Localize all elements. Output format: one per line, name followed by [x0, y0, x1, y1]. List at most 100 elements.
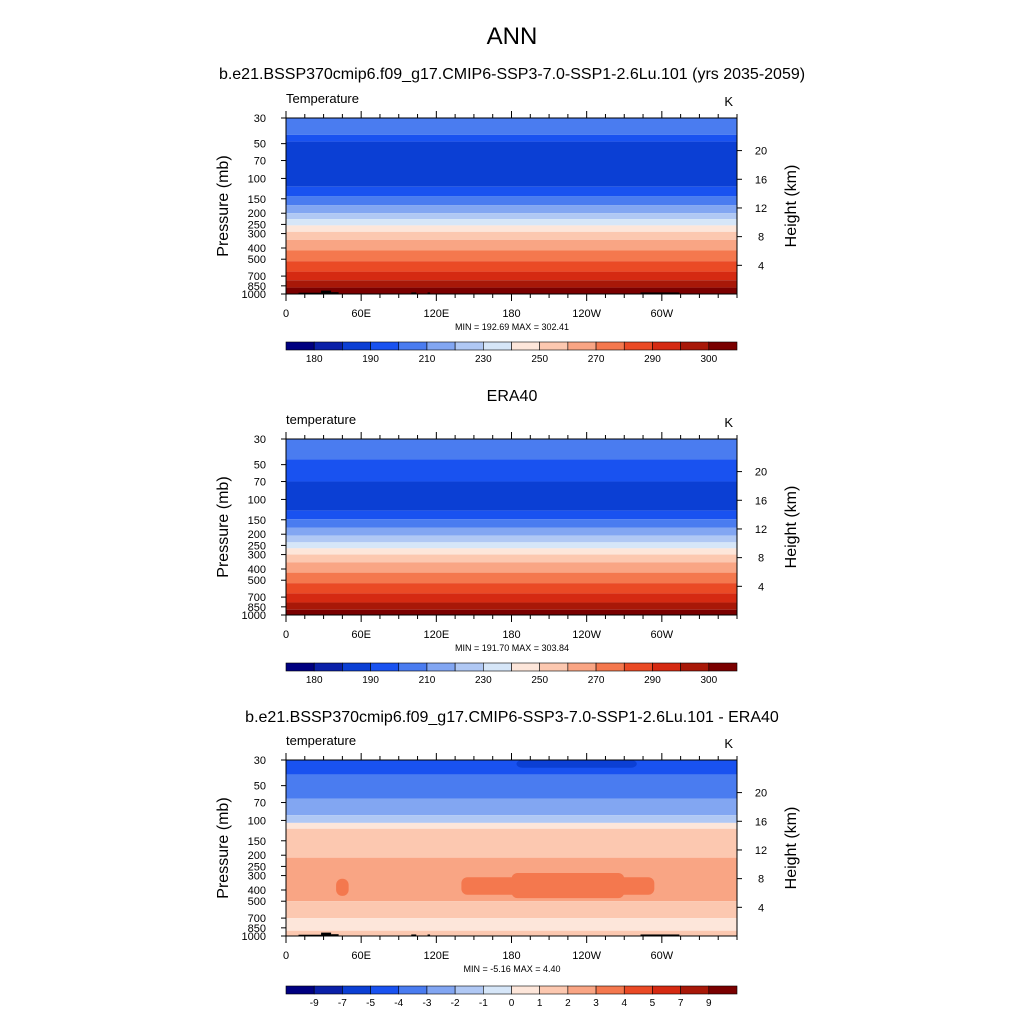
colorbar-swatch [680, 662, 710, 672]
y-right-tick-label: 8 [758, 874, 764, 886]
colorbar-label: 270 [588, 354, 605, 365]
colorbar-label: -4 [394, 998, 403, 1009]
x-tick-label: 60W [651, 629, 674, 641]
contour-band [286, 583, 737, 594]
contour-band [286, 439, 737, 460]
x-tick-label: 120W [572, 950, 601, 962]
colorbar-label: 0 [509, 998, 515, 1009]
colorbar-swatch [342, 985, 371, 995]
colorbar-swatch [370, 341, 400, 351]
y-tick-label: 100 [248, 815, 266, 827]
colorbar-label: -9 [310, 998, 319, 1009]
colorbar-label: 230 [475, 354, 492, 365]
y-tick-label: 850 [248, 602, 266, 614]
colorbar-label: 300 [700, 354, 717, 365]
colorbar-label: 9 [706, 998, 712, 1009]
terrain-mask [331, 292, 339, 294]
colorbar-swatch [511, 662, 540, 672]
contour-band [286, 562, 737, 573]
contour-band [286, 527, 737, 536]
colorbar-swatch [285, 985, 315, 995]
y-axis-title: Pressure (mb) [215, 797, 232, 898]
contour-fills [286, 439, 737, 615]
colorbar-swatch [398, 662, 428, 672]
y-axis-title: Pressure (mb) [215, 476, 232, 577]
colorbar-swatch [595, 985, 625, 995]
colorbar-label: -7 [338, 998, 347, 1009]
colorbar-label: -5 [366, 998, 375, 1009]
colorbar: 180 190 210 230 250 270 290 300 [285, 662, 738, 686]
contour-blob [336, 878, 349, 896]
y-tick-label: 700 [248, 592, 266, 604]
colorbar-swatch [313, 341, 343, 351]
y-tick-label: 1000 [242, 289, 266, 301]
colorbar-swatch [708, 341, 738, 351]
colorbar-swatch [285, 341, 315, 351]
colorbar-swatch [483, 985, 512, 995]
contour-band [286, 481, 737, 511]
colorbar-label: 1 [537, 998, 543, 1009]
y-tick-label: 200 [248, 529, 266, 541]
colorbar-label: 250 [531, 354, 548, 365]
terrain-mask [411, 934, 417, 936]
colorbar-label: 210 [419, 675, 436, 686]
colorbar-swatch [426, 662, 456, 672]
colorbar-swatch [370, 662, 400, 672]
y-right-tick-label: 20 [755, 146, 767, 158]
y-tick-label: 1000 [242, 931, 266, 943]
contour-band [286, 134, 737, 142]
stats-label: MIN = -5.16 MAX = 4.40 [463, 964, 560, 974]
contour-band [286, 609, 737, 615]
terrain-mask [331, 934, 339, 936]
colorbar-label: 180 [306, 675, 323, 686]
contour-band [286, 828, 737, 858]
colorbar-swatch [595, 341, 625, 351]
y-tick-label: 50 [254, 781, 266, 793]
y-right-axis-title: Height (km) [783, 486, 800, 569]
contour-band [286, 250, 737, 262]
colorbar-swatch [370, 985, 400, 995]
y-right-tick-label: 16 [755, 495, 767, 507]
x-tick-label: 180 [502, 950, 520, 962]
colorbar-swatch [511, 341, 540, 351]
colorbar-swatch [511, 985, 540, 995]
colorbar: 180 190 210 230 250 270 290 300 [285, 341, 738, 365]
stats-label: MIN = 192.69 MAX = 302.41 [455, 322, 569, 332]
y-tick-label: 1000 [242, 610, 266, 622]
y-tick-label: 250 [248, 540, 266, 552]
y-tick-label: 100 [248, 494, 266, 506]
y-tick-label: 100 [248, 173, 266, 185]
y-right-tick-label: 4 [758, 581, 764, 593]
x-tick-label: 60W [651, 950, 674, 962]
colorbar-label: -3 [422, 998, 431, 1009]
y-right-tick-label: 12 [755, 845, 767, 857]
x-tick-label: 0 [283, 950, 289, 962]
unit-label: K [724, 415, 733, 430]
contour-band [286, 459, 737, 482]
y-tick-label: 400 [248, 243, 266, 255]
terrain-mask [427, 292, 431, 294]
y-right-tick-label: 8 [758, 553, 764, 565]
y-tick-label: 200 [248, 208, 266, 220]
contour-band [286, 774, 737, 799]
figure-title: ANN [487, 23, 538, 50]
terrain-mask [298, 934, 334, 936]
x-tick-label: 120W [572, 308, 601, 320]
contour-band [286, 822, 737, 829]
colorbar-swatch [539, 341, 569, 351]
contour-band [286, 196, 737, 206]
terrain-mask [298, 292, 334, 294]
contour-band [286, 205, 737, 214]
contour-band [286, 118, 737, 135]
panel-3: b.e21.BSSP370cmip6.f09_g17.CMIP6-SSP3-7.… [215, 709, 800, 1009]
colorbar-swatch [483, 662, 512, 672]
colorbar-label: 250 [531, 675, 548, 686]
y-right-tick-label: 4 [758, 902, 764, 914]
contour-band [286, 225, 737, 232]
contour-band [286, 280, 737, 288]
field-label: temperature [286, 733, 356, 748]
colorbar-swatch [342, 662, 371, 672]
x-tick-label: 60E [351, 950, 371, 962]
x-tick-label: 180 [502, 308, 520, 320]
